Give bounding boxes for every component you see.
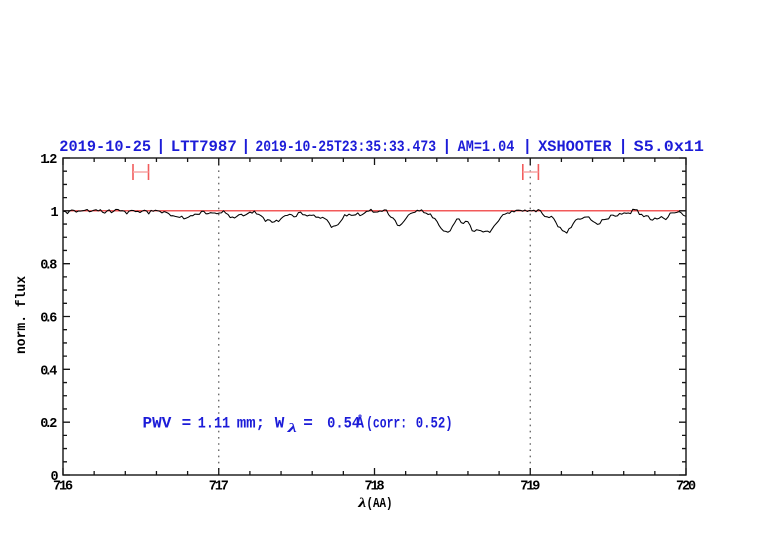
svg-text:XSHOOTER: XSHOOTER [538, 138, 612, 156]
svg-text:|: | [442, 138, 451, 156]
svg-text:|: | [156, 138, 165, 156]
svg-text:|: | [523, 138, 532, 156]
svg-text:720: 720 [676, 479, 696, 494]
svg-text:0.2: 0.2 [40, 417, 57, 432]
svg-text:0.54: 0.54 [327, 415, 360, 433]
svg-text:=: = [303, 415, 313, 433]
svg-text:AM=1.04: AM=1.04 [458, 138, 515, 156]
svg-text:|: | [241, 138, 250, 156]
svg-text:LTT7987: LTT7987 [171, 138, 237, 156]
svg-text:716: 716 [53, 479, 73, 494]
svg-text:|: | [619, 138, 628, 156]
svg-text:719: 719 [520, 479, 540, 494]
svg-text:1.11: 1.11 [198, 415, 230, 433]
svg-text:0.4: 0.4 [40, 364, 57, 379]
svg-text:0.6: 0.6 [40, 312, 57, 327]
svg-text:2019-10-25T23:35:33.473: 2019-10-25T23:35:33.473 [255, 138, 436, 156]
svg-text:mm;: mm; [237, 415, 266, 433]
svg-text:(AA): (AA) [367, 497, 393, 512]
svg-text:2019-10-25: 2019-10-25 [59, 138, 151, 156]
svg-text:1.2: 1.2 [40, 153, 57, 168]
svg-text:(corr:: (corr: [366, 415, 407, 433]
svg-text:1: 1 [51, 206, 59, 221]
svg-text:S5.0x11: S5.0x11 [634, 138, 704, 156]
svg-text:0: 0 [51, 470, 59, 485]
svg-text:=: = [182, 415, 192, 433]
svg-text:PWV: PWV [143, 415, 172, 433]
svg-text:717: 717 [209, 479, 229, 494]
svg-text:W: W [275, 415, 285, 433]
svg-text:norm. flux: norm. flux [15, 276, 30, 354]
svg-text:λ: λ [286, 420, 297, 435]
svg-text:0.52): 0.52) [416, 415, 453, 433]
svg-text:718: 718 [365, 479, 385, 494]
svg-text:λ: λ [357, 495, 366, 510]
svg-text:Å: Å [356, 414, 364, 433]
svg-text:0.8: 0.8 [40, 259, 57, 274]
